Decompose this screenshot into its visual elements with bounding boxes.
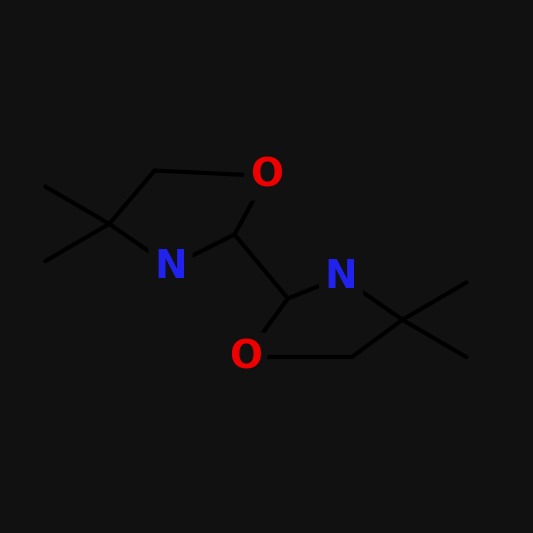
Text: O: O	[250, 157, 283, 195]
Text: N: N	[325, 258, 358, 296]
Text: O: O	[229, 338, 262, 376]
Text: N: N	[154, 247, 187, 286]
